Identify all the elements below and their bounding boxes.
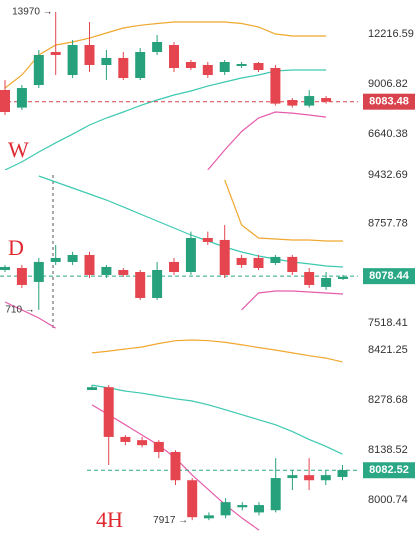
panel [0,11,358,170]
candle-body [0,266,10,270]
candle-body [202,237,213,242]
candle-body [220,502,231,516]
candle-body [135,271,146,298]
candle-body [185,237,196,272]
y-tick-label: 7518.41 [368,317,408,329]
candle-body [236,257,247,265]
last-price-label: 8078.44 [369,270,410,282]
candle-body [304,271,315,285]
candle-body [84,254,95,275]
candle-body [203,515,214,519]
candle-body [270,67,281,104]
candle-body [169,261,179,272]
y-tick-label: 8757.78 [368,217,408,229]
y-tick-label: 8421.25 [368,344,408,356]
last-price-box [363,93,415,110]
panel [0,175,358,329]
candle-body [170,452,181,481]
candle-body [270,256,281,263]
candle-body [304,475,315,481]
band-line [91,384,343,455]
y-tick-label: 9432.69 [368,169,408,181]
candle-body [87,387,97,391]
candle-body [103,387,114,437]
candle-body [50,51,61,55]
band-line [4,21,327,89]
panel-label: W [8,137,29,162]
candle-body [135,51,146,79]
band-line [224,179,343,242]
candle-body [253,62,264,70]
candle-body [338,276,348,279]
candle-body [253,257,264,268]
last-price-box [363,268,415,285]
candle-body [118,57,129,79]
y-tick-label: 6640.38 [368,128,408,140]
last-price-label: 8083.48 [369,96,409,108]
candle-body [287,100,298,106]
candle-body [16,88,27,108]
candle-body [287,256,298,272]
candle-body [219,239,230,275]
y-tick-label: 12216.59 [368,28,414,40]
candle-body [137,440,148,446]
candle-body [120,436,131,442]
y-tick-label: 8000.74 [368,494,408,506]
candle-body [101,266,112,275]
candle-body [84,44,95,65]
candle-body [152,269,163,298]
candle-body [320,475,331,481]
candle-body [187,480,198,518]
candle-body [287,475,298,479]
candle-body [321,277,332,287]
panel [87,339,358,531]
candle-body [236,63,247,66]
candle-body [101,57,112,65]
candle-body [33,261,44,282]
candle-body [321,98,332,102]
candle-body [33,54,44,86]
band-line [91,339,343,363]
y-tick-label: 8278.68 [368,394,408,406]
candle-body [118,269,129,275]
candle-body [237,505,248,508]
last-price-label: 8082.52 [369,464,409,476]
candle-body [67,254,78,262]
candle-body [67,44,78,76]
candle-body [337,470,348,477]
candle-body [152,41,163,52]
panel-label: D [8,235,24,260]
candle-body [304,96,315,106]
candle-body [50,257,61,262]
y-tick-label: 8138.52 [368,444,408,456]
last-price-box [363,462,415,479]
candle-body [270,478,281,511]
candle-body [185,61,196,68]
candle-body [16,267,27,285]
high-label: 13970 → [12,7,53,18]
candle-body [169,44,179,68]
candle-body [153,441,164,453]
low-label: 710 → [5,304,34,315]
candle-body [0,89,10,112]
low-label: 7917 → [153,515,188,526]
candle-body [254,505,264,513]
panel-label: 4H [96,507,123,532]
candle-body [202,64,213,76]
band-line [207,111,327,170]
band-line [4,290,344,329]
y-tick-label: 9006.82 [368,78,408,90]
candle-body [219,61,230,72]
